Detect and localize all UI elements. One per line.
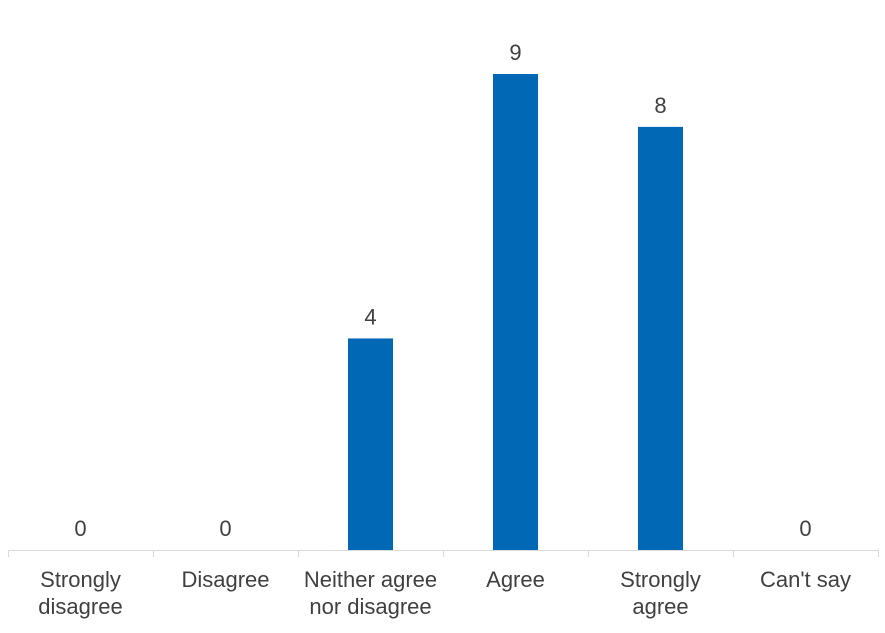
bar <box>348 338 393 550</box>
bar <box>493 74 538 550</box>
x-tick-label: Disagree <box>181 567 270 592</box>
bar <box>638 126 683 550</box>
x-tick-label: Strongly disagree <box>38 567 123 619</box>
data-label: 9 <box>509 40 521 65</box>
x-tick-label: Strongly agree <box>620 567 701 619</box>
data-label: 0 <box>219 516 231 541</box>
x-tick-label: Agree <box>486 567 545 592</box>
data-label: 0 <box>74 516 86 541</box>
data-label: 0 <box>799 516 811 541</box>
data-label: 4 <box>364 304 376 329</box>
data-label: 8 <box>654 93 666 118</box>
x-tick-label: Neither agree nor disagree <box>303 567 438 619</box>
x-tick-label: Can't say <box>759 567 852 592</box>
